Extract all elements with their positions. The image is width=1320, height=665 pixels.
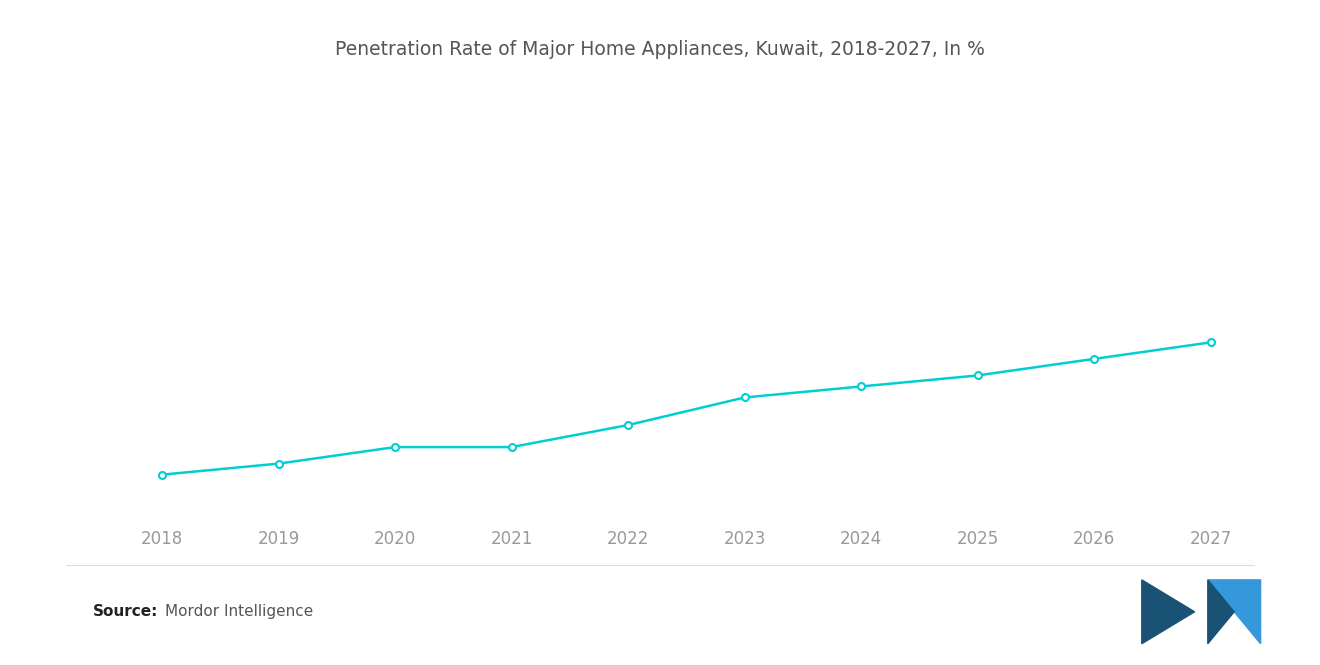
Text: Mordor Intelligence: Mordor Intelligence (165, 604, 313, 619)
Text: Source:: Source: (92, 604, 158, 619)
Polygon shape (1142, 580, 1195, 644)
Text: Penetration Rate of Major Home Appliances, Kuwait, 2018-2027, In %: Penetration Rate of Major Home Appliance… (335, 40, 985, 59)
Polygon shape (1208, 580, 1261, 644)
Polygon shape (1208, 580, 1234, 644)
